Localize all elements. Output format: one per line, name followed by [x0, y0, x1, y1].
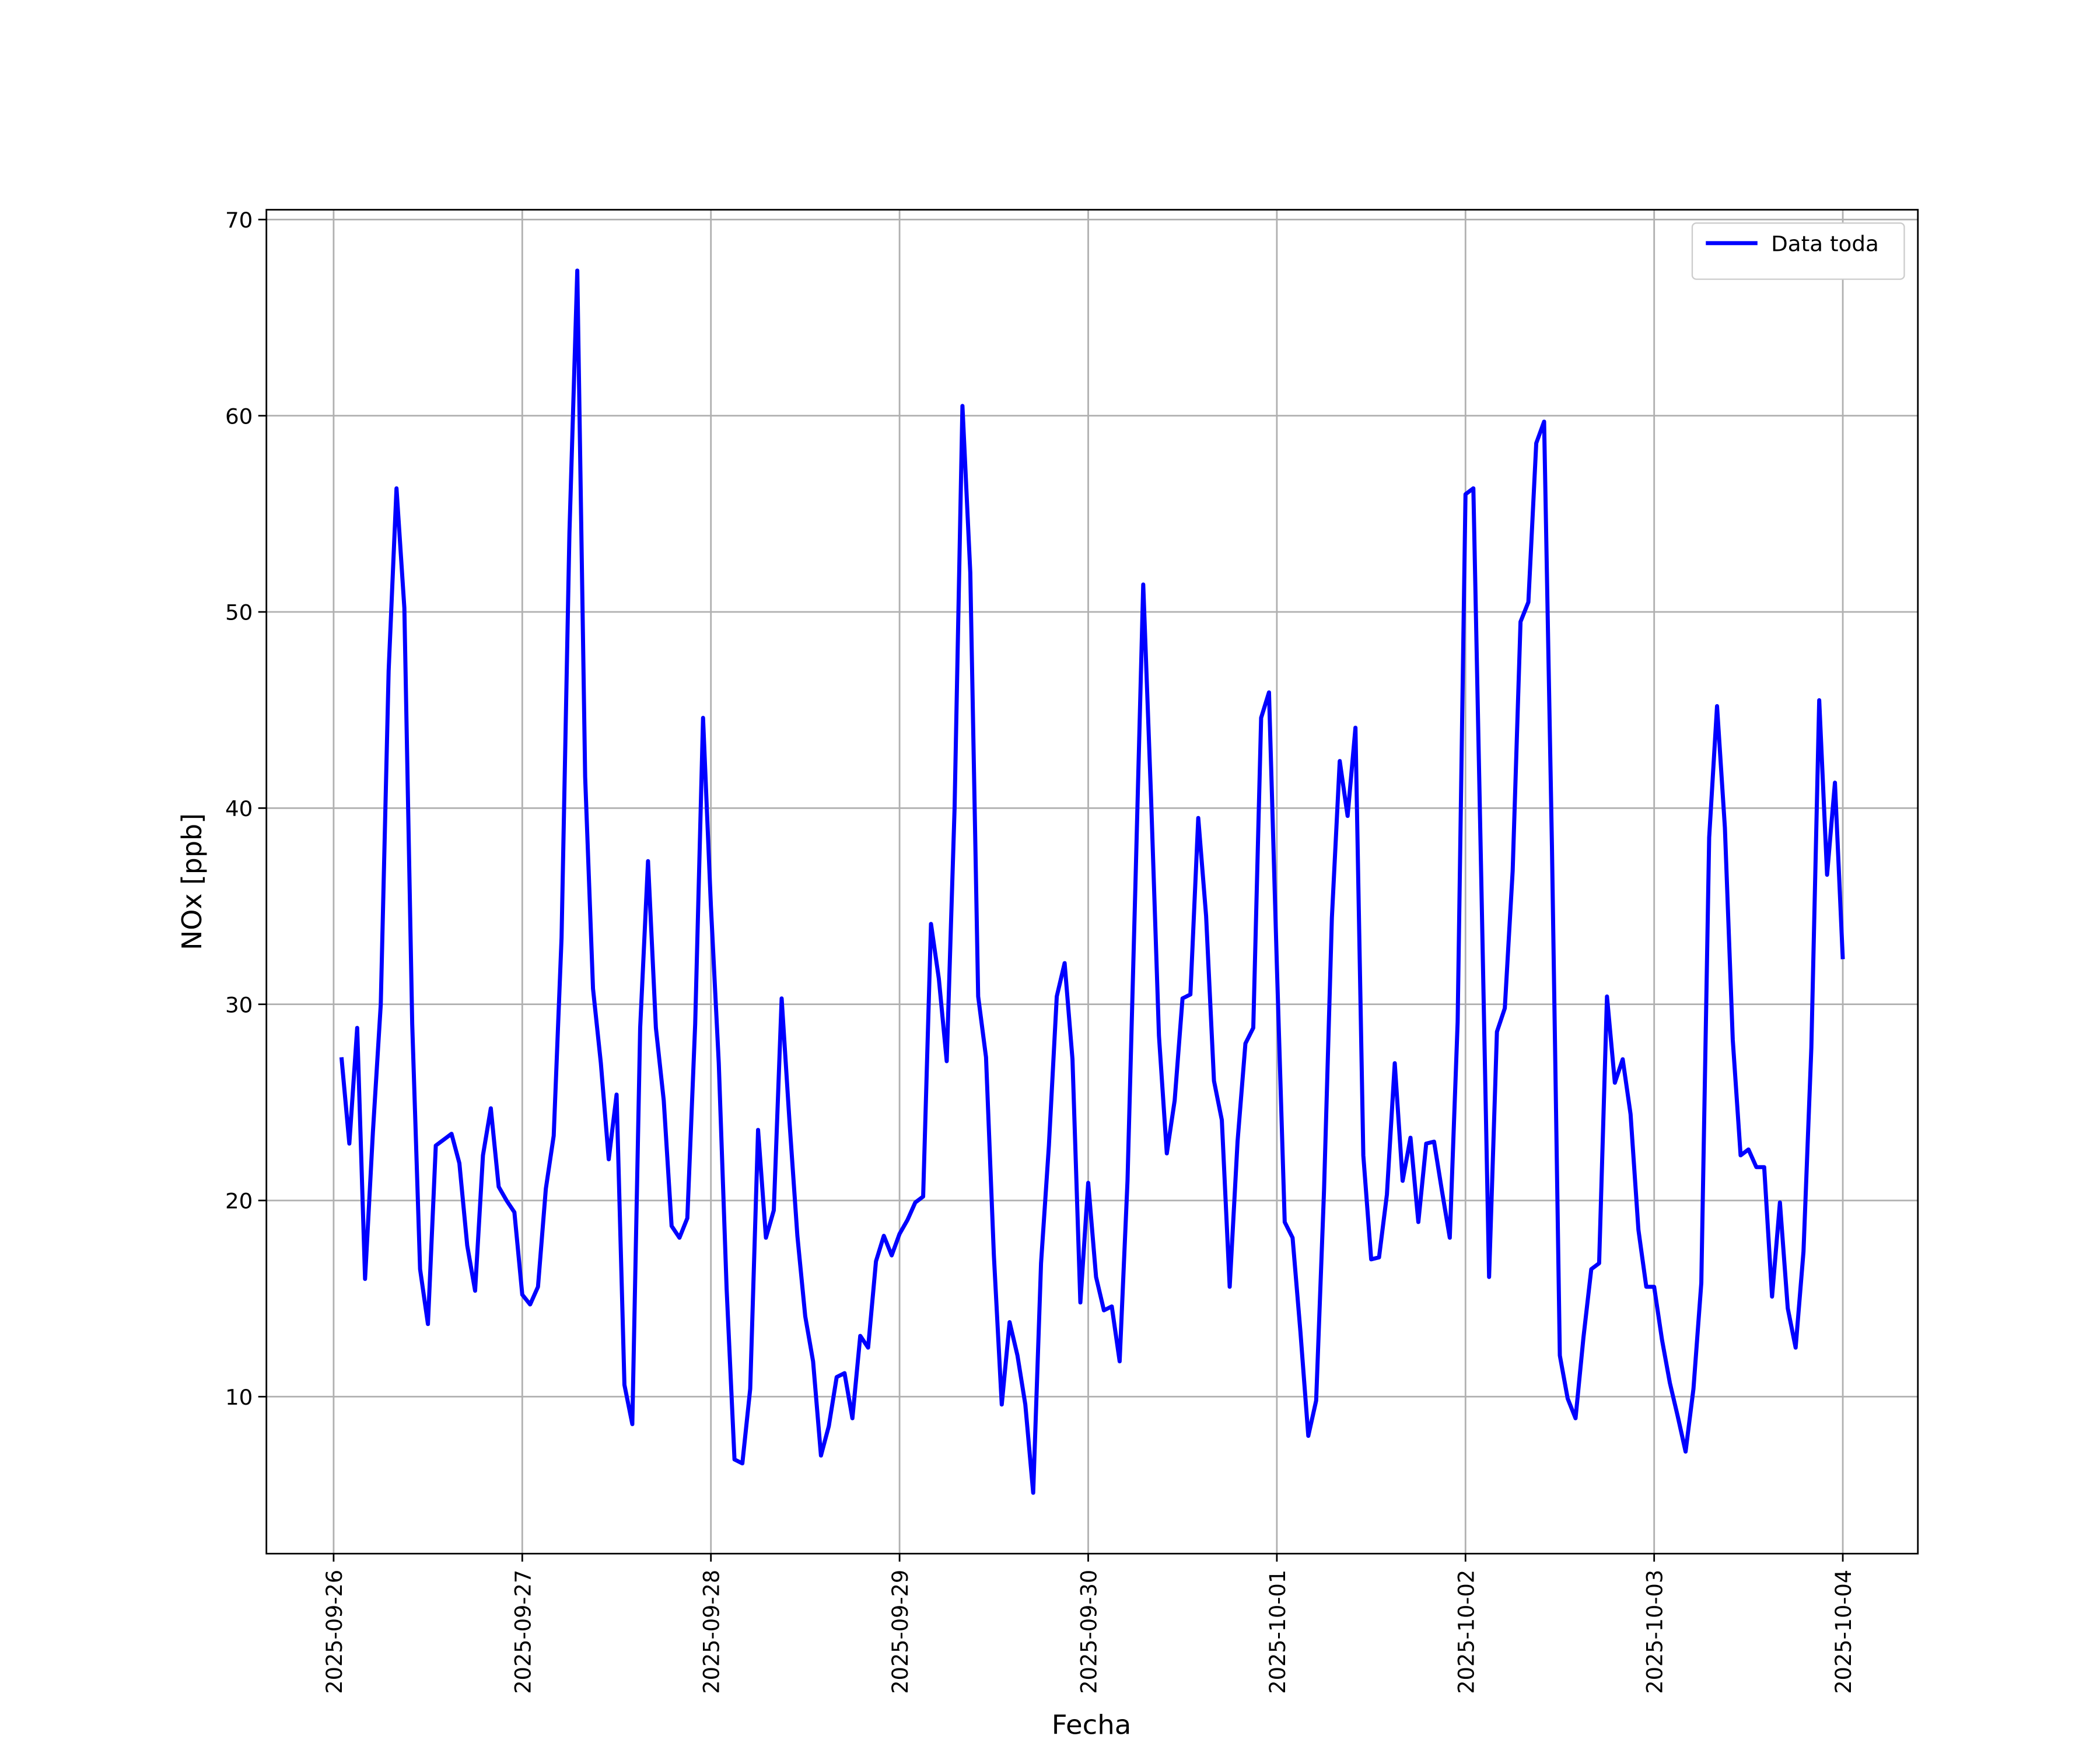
x-tick-label: 2025-09-26: [322, 1570, 347, 1694]
y-tick-label: 40: [225, 796, 253, 821]
data-line: [339, 268, 1845, 1495]
y-tick-label: 30: [225, 993, 253, 1018]
y-tick-label: 10: [225, 1385, 253, 1410]
y-axis-label: NOx [ppb]: [176, 813, 207, 950]
y-tick-label: 50: [225, 600, 253, 625]
x-tick-label: 2025-09-28: [699, 1570, 724, 1694]
y-tick-label: 60: [225, 404, 253, 429]
x-tick-label: 2025-10-02: [1454, 1570, 1479, 1694]
x-tick-label: 2025-09-30: [1076, 1570, 1101, 1694]
y-tick-label: 20: [225, 1189, 253, 1214]
x-tick-label: 2025-09-29: [888, 1570, 913, 1694]
x-tick-label: 2025-10-01: [1265, 1570, 1290, 1694]
x-tick-label: 2025-10-03: [1642, 1570, 1667, 1694]
y-tick-label: 70: [225, 208, 253, 233]
legend-box: [1691, 222, 1905, 280]
plot-frame: [265, 209, 1919, 1555]
legend-label: Data toda: [1771, 232, 1879, 257]
x-tick-label: 2025-09-27: [510, 1570, 536, 1694]
x-axis-label: Fecha: [1052, 1709, 1132, 1741]
x-tick-label: 2025-10-04: [1831, 1570, 1856, 1694]
